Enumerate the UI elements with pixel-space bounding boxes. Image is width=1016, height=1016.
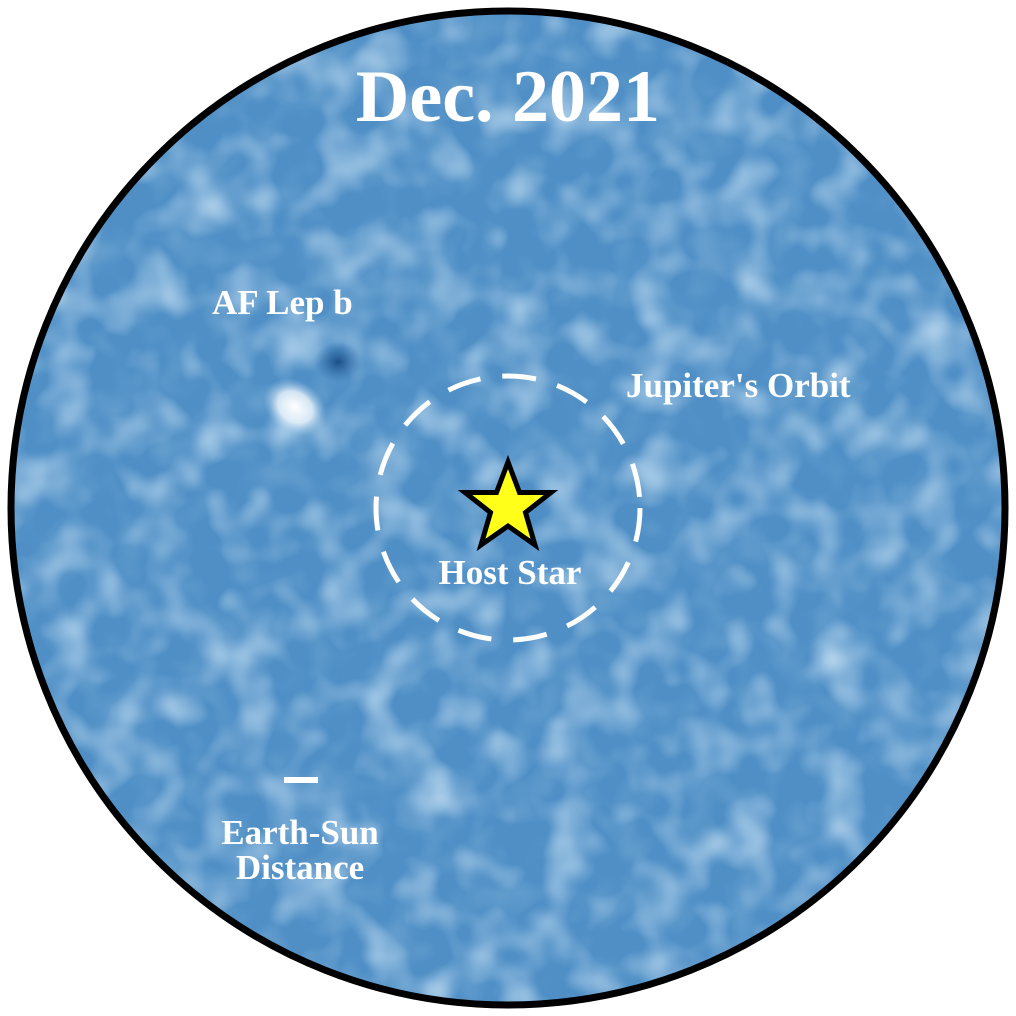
scale-label-line2: Distance bbox=[235, 848, 365, 887]
observation-date-title: Dec. 2021 bbox=[355, 56, 661, 138]
host-star-icon bbox=[457, 454, 559, 552]
scale-bar bbox=[284, 777, 318, 783]
planet-label: AF Lep b bbox=[212, 283, 353, 322]
orbit-label: Jupiter's Orbit bbox=[626, 366, 851, 405]
jupiter-orbit-circle bbox=[373, 373, 643, 643]
planet-signal bbox=[263, 378, 327, 436]
scale-label: Earth-Sun Distance bbox=[160, 815, 440, 885]
scale-label-line1: Earth-Sun bbox=[221, 813, 379, 852]
host-star-label: Host Star bbox=[438, 553, 582, 592]
dark-residual bbox=[314, 342, 362, 382]
field-frame bbox=[7, 7, 1009, 1009]
